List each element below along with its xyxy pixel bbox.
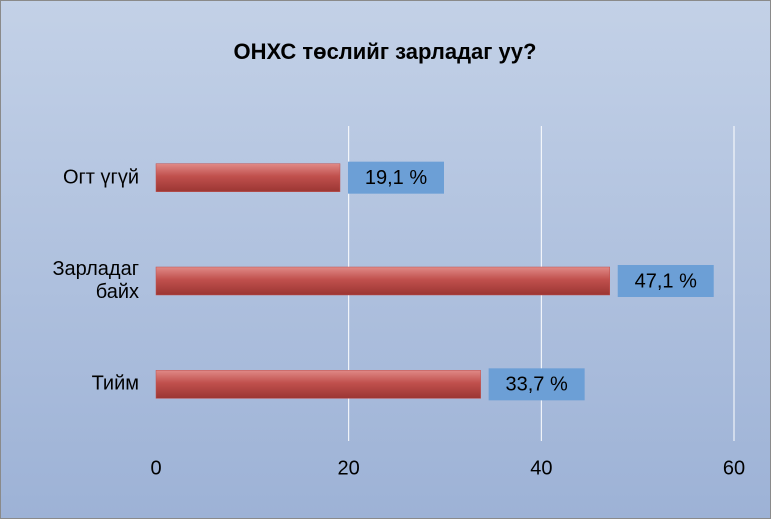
bar: [155, 370, 481, 399]
chart-title: ОНХС төслийг зарладаг уу?: [234, 39, 537, 64]
x-tick-label: 20: [338, 457, 360, 479]
y-tick-label: Огт үгүй: [62, 166, 139, 189]
x-tick-label: 60: [723, 457, 745, 479]
x-tick-label: 0: [150, 457, 161, 479]
value-label: 47,1 %: [635, 270, 697, 292]
value-label: 19,1 %: [365, 167, 427, 189]
value-label-box: [488, 368, 585, 401]
bar: [155, 163, 341, 192]
y-tick-label: Тийм: [91, 372, 139, 395]
bar: [155, 266, 610, 296]
y-tick-label: Зарладаг байх: [52, 258, 139, 303]
x-tick-label: 40: [530, 457, 552, 479]
value-label-box: [347, 161, 444, 194]
value-label: 33,7 %: [506, 374, 568, 396]
value-label-box: [617, 265, 714, 297]
